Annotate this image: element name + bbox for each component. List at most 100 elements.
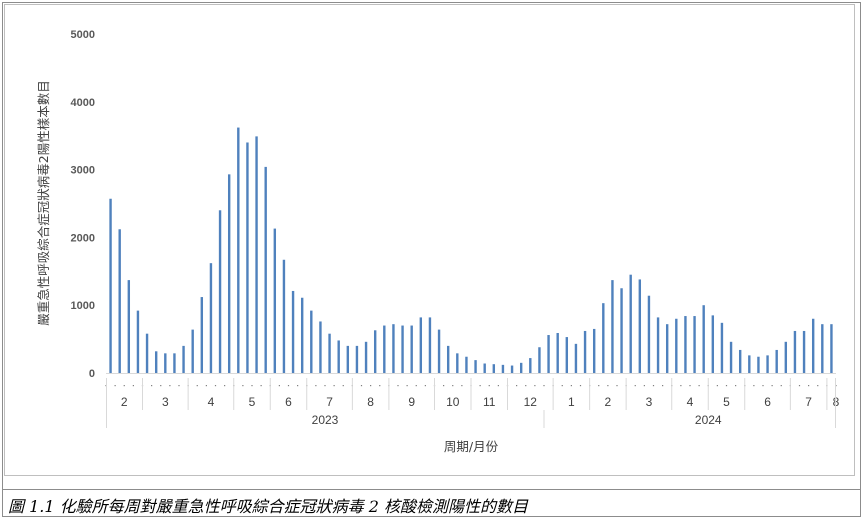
week-tick — [525, 385, 527, 387]
week-tick — [698, 385, 700, 387]
bar — [565, 337, 569, 373]
week-tick — [224, 385, 226, 387]
bar — [419, 317, 423, 373]
week-tick — [488, 385, 490, 387]
week-tick — [178, 385, 180, 387]
week-tick — [287, 385, 290, 387]
x-axis: 234567891011121234567820232024 — [105, 373, 840, 428]
week-tick — [689, 385, 691, 387]
month-label: 10 — [446, 395, 460, 409]
bar — [337, 340, 340, 373]
bar — [693, 316, 696, 373]
week-tick — [415, 385, 417, 387]
week-tick — [662, 385, 664, 387]
week-tick — [205, 385, 207, 387]
month-label: 4 — [687, 395, 694, 409]
week-tick — [543, 385, 545, 387]
bar — [273, 228, 277, 373]
bar — [784, 341, 788, 373]
week-tick — [342, 385, 344, 387]
week-tick — [716, 385, 718, 387]
month-label: 8 — [367, 395, 374, 409]
bar — [300, 297, 304, 373]
y-axis-label: 嚴重急性呼吸綜合症冠狀病毒2陽性樣本數目 — [36, 80, 51, 325]
week-tick — [762, 385, 764, 387]
bar — [428, 317, 432, 373]
bar — [164, 353, 167, 373]
x-axis-label: 周期/月份 — [444, 439, 499, 454]
month-label: 1 — [568, 395, 575, 409]
bar — [373, 330, 377, 373]
week-tick — [634, 385, 636, 387]
week-tick — [333, 385, 335, 387]
y-tick-label: 0 — [89, 368, 95, 380]
week-tick — [169, 385, 171, 387]
y-tick-label: 4000 — [71, 97, 95, 109]
week-tick — [607, 385, 609, 387]
week-tick — [452, 385, 454, 387]
week-tick — [461, 385, 463, 387]
bar — [793, 330, 797, 373]
bar — [173, 353, 176, 373]
bar — [602, 303, 605, 373]
year-label: 2024 — [695, 413, 722, 427]
bar — [702, 305, 705, 373]
week-tick — [725, 385, 728, 387]
bar — [154, 351, 158, 373]
figure-caption: 圖 1.1 化驗所每周對嚴重急性呼吸綜合症冠狀病毒 2 核酸檢測陽性的數目 — [8, 497, 528, 516]
bar — [282, 259, 286, 373]
week-tick — [151, 385, 153, 387]
week-tick — [771, 385, 773, 387]
bar — [583, 330, 587, 373]
month-label: 6 — [285, 395, 292, 409]
month-label: 6 — [764, 395, 771, 409]
bar — [237, 127, 240, 373]
bar — [291, 290, 295, 373]
bar — [748, 355, 751, 373]
week-tick — [497, 385, 499, 387]
bar — [346, 345, 350, 373]
week-tick — [516, 385, 518, 387]
bar — [620, 288, 623, 373]
week-tick — [561, 385, 563, 387]
bar — [483, 363, 486, 373]
month-label: 5 — [723, 395, 730, 409]
bar — [118, 229, 121, 373]
bar — [127, 280, 131, 373]
week-tick — [534, 385, 536, 387]
y-tick-label: 5000 — [71, 29, 95, 41]
week-tick — [753, 385, 755, 387]
bar — [446, 345, 450, 373]
week-tick — [479, 385, 481, 387]
bar — [684, 316, 687, 373]
bar — [611, 280, 614, 373]
bar — [529, 358, 532, 373]
week-tick — [251, 385, 253, 387]
month-label: 11 — [483, 395, 496, 409]
bar — [191, 329, 194, 373]
bar — [802, 330, 806, 373]
plot-box — [4, 4, 855, 476]
week-tick — [324, 385, 326, 387]
week-tick — [160, 385, 162, 387]
week-tick — [123, 385, 125, 387]
month-label: 3 — [646, 395, 653, 409]
bar — [474, 360, 477, 373]
bar — [465, 356, 468, 373]
bar — [538, 347, 541, 373]
bar — [255, 136, 258, 373]
bar — [456, 353, 459, 373]
week-tick — [424, 385, 426, 387]
week-tick — [242, 385, 244, 387]
bar — [510, 365, 514, 373]
bar — [811, 318, 815, 373]
week-tick — [114, 385, 116, 387]
bar — [392, 324, 395, 373]
bar — [109, 198, 112, 373]
week-tick — [735, 385, 737, 387]
bar — [492, 364, 496, 373]
bar — [720, 322, 724, 373]
week-tick — [579, 385, 582, 387]
